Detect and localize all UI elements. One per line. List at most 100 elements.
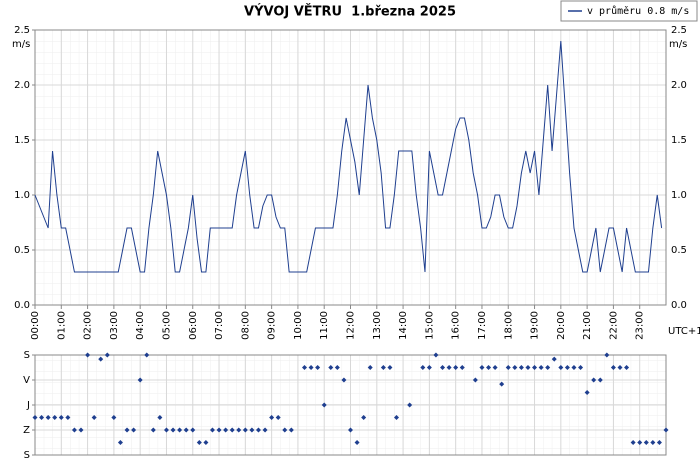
y-tick-label: 0.5 <box>14 245 30 256</box>
legend: v průměru 0.8 m/s <box>560 0 698 22</box>
y-tick-label: 0.0 <box>14 300 30 311</box>
direction-point <box>361 415 367 420</box>
y-tick-label: V <box>23 375 30 386</box>
y-tick-label: 2.0 <box>14 80 30 91</box>
direction-point <box>656 440 662 445</box>
y-tick-label-right: 0.0 <box>671 300 687 311</box>
direction-point <box>518 365 524 370</box>
direction-point <box>229 427 235 433</box>
direction-point <box>117 440 123 445</box>
direction-point <box>354 440 360 445</box>
direction-point <box>505 365 511 370</box>
direction-point <box>131 427 137 433</box>
direction-point <box>407 402 413 408</box>
direction-point <box>486 365 492 370</box>
x-tick-label: 21:00 <box>582 311 593 340</box>
direction-point <box>144 352 150 358</box>
direction-point <box>545 365 551 370</box>
x-tick-label: 10:00 <box>293 311 304 340</box>
direction-point <box>196 440 202 445</box>
y-tick-label: 1.0 <box>14 190 30 201</box>
y-tick-label-right: 1.0 <box>671 190 687 201</box>
direction-point <box>104 352 110 358</box>
x-tick-label: 00:00 <box>30 311 41 340</box>
direction-point <box>216 427 222 433</box>
x-tick-label: 04:00 <box>135 311 146 340</box>
x-tick-label: 18:00 <box>503 311 514 340</box>
direction-point <box>282 427 288 433</box>
x-tick-label: 07:00 <box>214 311 225 340</box>
y-tick-label: J <box>26 400 30 411</box>
x-tick-label: 05:00 <box>161 311 172 340</box>
direction-point <box>58 415 64 420</box>
plot-frame <box>34 354 667 456</box>
x-tick-label: 03:00 <box>109 311 120 340</box>
x-tick-label: 08:00 <box>240 311 251 340</box>
y-tick-label-right: 1.5 <box>671 135 687 146</box>
x-tick-label: 06:00 <box>188 311 199 340</box>
direction-point <box>440 365 446 370</box>
direction-point <box>124 427 130 433</box>
direction-point <box>163 427 169 433</box>
direction-point <box>78 427 84 433</box>
y-tick-label: S <box>24 350 30 361</box>
y-unit-right: m/s <box>669 39 687 50</box>
x-tick-label: 22:00 <box>608 311 619 340</box>
y-tick-label-right: 2.0 <box>671 80 687 91</box>
direction-point <box>564 365 570 370</box>
direction-point <box>157 415 163 420</box>
x-tick-label: 23:00 <box>635 311 646 340</box>
x-tick-label: 09:00 <box>267 311 278 340</box>
direction-point <box>380 365 386 370</box>
direction-point <box>492 365 498 370</box>
direction-point <box>459 365 465 370</box>
direction-point <box>617 365 623 370</box>
direction-point <box>308 365 314 370</box>
direction-point <box>578 365 584 370</box>
direction-point <box>190 427 196 433</box>
direction-point <box>32 415 38 420</box>
direction-point <box>433 352 439 358</box>
direction-point <box>624 365 630 370</box>
direction-point <box>91 415 97 420</box>
direction-point <box>328 365 334 370</box>
direction-point <box>150 427 156 433</box>
chart-title: VÝVOJ VĚTRU 1.března 2025 <box>244 4 456 20</box>
x-tick-label: 19:00 <box>530 311 541 340</box>
direction-point <box>315 365 321 370</box>
direction-point <box>663 427 669 433</box>
direction-point <box>269 415 275 420</box>
direction-point <box>394 415 400 420</box>
direction-point <box>52 415 58 420</box>
direction-point <box>242 427 248 433</box>
x-tick-label: 13:00 <box>372 311 383 340</box>
direction-point <box>71 427 77 433</box>
direction-point <box>321 402 327 408</box>
direction-point <box>420 365 426 370</box>
direction-point <box>98 356 104 362</box>
direction-point <box>597 377 603 383</box>
x-tick-label: 12:00 <box>346 311 357 340</box>
legend-box <box>560 0 698 22</box>
direction-point <box>558 365 564 370</box>
direction-point <box>203 440 209 445</box>
x-tick-label: 20:00 <box>556 311 567 340</box>
x-tick-label: 02:00 <box>83 311 94 340</box>
direction-point <box>137 377 143 383</box>
direction-point <box>249 427 255 433</box>
y-tick-label-right: 2.5 <box>671 25 687 36</box>
y-tick-label-right: 0.5 <box>671 245 687 256</box>
x-tick-label: 11:00 <box>319 311 330 340</box>
direction-point <box>236 427 242 433</box>
y-tick-label: 2.5 <box>14 25 30 36</box>
x-unit: UTC+1 <box>668 326 700 337</box>
direction-point <box>472 377 478 383</box>
y-unit-left: m/s <box>12 39 30 50</box>
y-tick-label: 1.5 <box>14 135 30 146</box>
direction-point <box>288 427 294 433</box>
direction-point <box>262 427 268 433</box>
direction-point <box>630 440 636 445</box>
direction-point <box>85 352 91 358</box>
y-tick-label: Z <box>23 425 30 436</box>
direction-point <box>367 365 373 370</box>
